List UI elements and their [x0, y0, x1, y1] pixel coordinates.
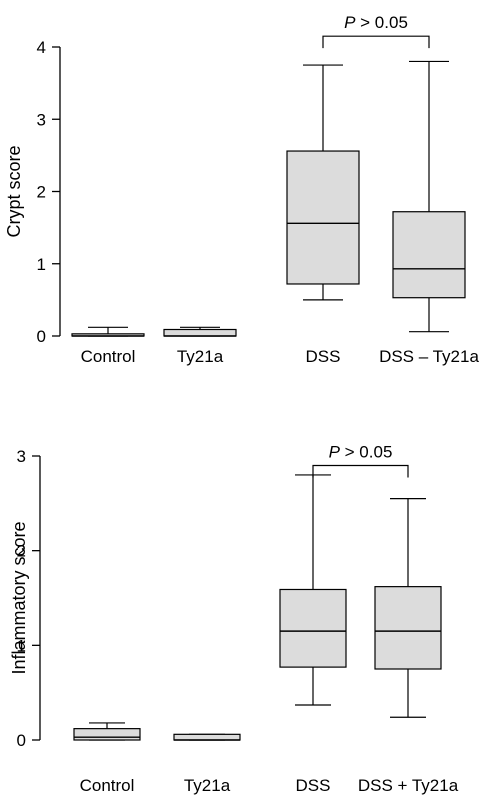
p-value-annotation: P > 0.05	[344, 13, 408, 32]
y-tick-label: 0	[17, 731, 26, 750]
y-axis-label: Crypt score	[4, 145, 24, 237]
category-label: DSS	[296, 776, 331, 795]
y-tick-label: 2	[37, 183, 46, 202]
p-value-text: > 0.05	[355, 13, 407, 32]
crypt-score-panel: 0 1 2 3 4 Crypt score Control Ty21a DSS DSS – Ty2…	[4, 13, 479, 366]
box	[392, 211, 466, 299]
p-value-annotation: P > 0.05	[329, 442, 393, 461]
box	[173, 733, 241, 741]
y-tick-label: 3	[37, 110, 46, 129]
category-label: Ty21a	[184, 776, 231, 795]
category-label: Control	[80, 776, 135, 795]
p-symbol: P	[344, 13, 356, 32]
box	[73, 728, 141, 741]
significance-bracket	[312, 464, 409, 478]
box	[279, 588, 347, 668]
p-value-text: > 0.05	[340, 442, 392, 461]
significance-bracket	[322, 35, 430, 49]
y-tick-label: 0	[37, 327, 46, 346]
p-symbol: P	[329, 442, 341, 461]
box	[286, 150, 360, 285]
y-tick-label: 1	[17, 636, 26, 655]
box	[163, 328, 237, 337]
category-label: DSS – Ty21a	[379, 347, 479, 366]
category-label: DSS	[306, 347, 341, 366]
inflammatory-score-panel: 0 1 2 3 Inflammatory score Control Ty21a DSS DSS…	[9, 442, 459, 795]
y-tick-label: 4	[37, 38, 46, 57]
y-axis-label: Inflammatory score	[9, 521, 29, 674]
category-label: DSS + Ty21a	[358, 776, 459, 795]
y-tick-label: 1	[37, 255, 46, 274]
box	[374, 586, 442, 670]
category-label: Ty21a	[177, 347, 224, 366]
y-tick-label: 3	[17, 447, 26, 466]
y-tick-label: 2	[17, 542, 26, 561]
category-label: Control	[81, 347, 136, 366]
